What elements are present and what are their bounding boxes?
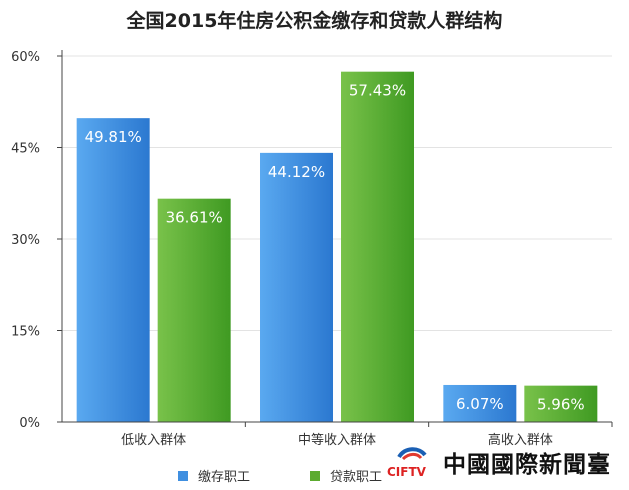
x-tick-label: 中等收入群体	[298, 432, 376, 448]
y-tick-label: 15%	[11, 325, 40, 340]
legend-item-deposit: 缴存职工	[178, 466, 250, 485]
legend-label: 缴存职工	[198, 470, 251, 485]
legend-swatch	[310, 470, 321, 481]
cifitv-logo-icon: CIFTV	[385, 445, 437, 479]
chart-legend: 缴存职工 贷款职工	[178, 466, 382, 485]
data-label: 5.96%	[537, 396, 585, 414]
logo-text: CIFTV	[387, 465, 427, 479]
bar-deposit	[76, 118, 150, 422]
watermark-text: 中國國際新聞臺	[443, 451, 611, 478]
data-label: 44.12%	[268, 163, 325, 181]
bar-deposit	[260, 152, 333, 423]
data-label: 36.61%	[166, 209, 223, 227]
data-label: 57.43%	[349, 82, 406, 100]
y-tick-label: 60%	[11, 50, 40, 65]
bar-loan	[341, 71, 414, 422]
bar-loan	[524, 385, 598, 422]
bar-deposit	[443, 384, 517, 422]
legend-item-loan: 贷款职工	[310, 466, 382, 485]
x-tick-label: 高收入群体	[488, 432, 553, 448]
data-label: 49.81%	[85, 128, 142, 146]
legend-swatch	[178, 470, 188, 481]
legend-label: 贷款职工	[330, 470, 383, 485]
x-tick-label: 低收入群体	[121, 433, 186, 448]
chart-title: 全国2015年住房公积金缴存和贷款人群结构	[126, 10, 503, 32]
y-tick-label: 0%	[19, 416, 40, 431]
watermark: CIFTV 中國國際新聞臺	[385, 445, 611, 479]
data-label: 6.07%	[456, 395, 504, 413]
bar-loan	[157, 198, 231, 422]
y-tick-label: 45%	[11, 142, 40, 157]
y-tick-label: 30%	[11, 233, 40, 248]
